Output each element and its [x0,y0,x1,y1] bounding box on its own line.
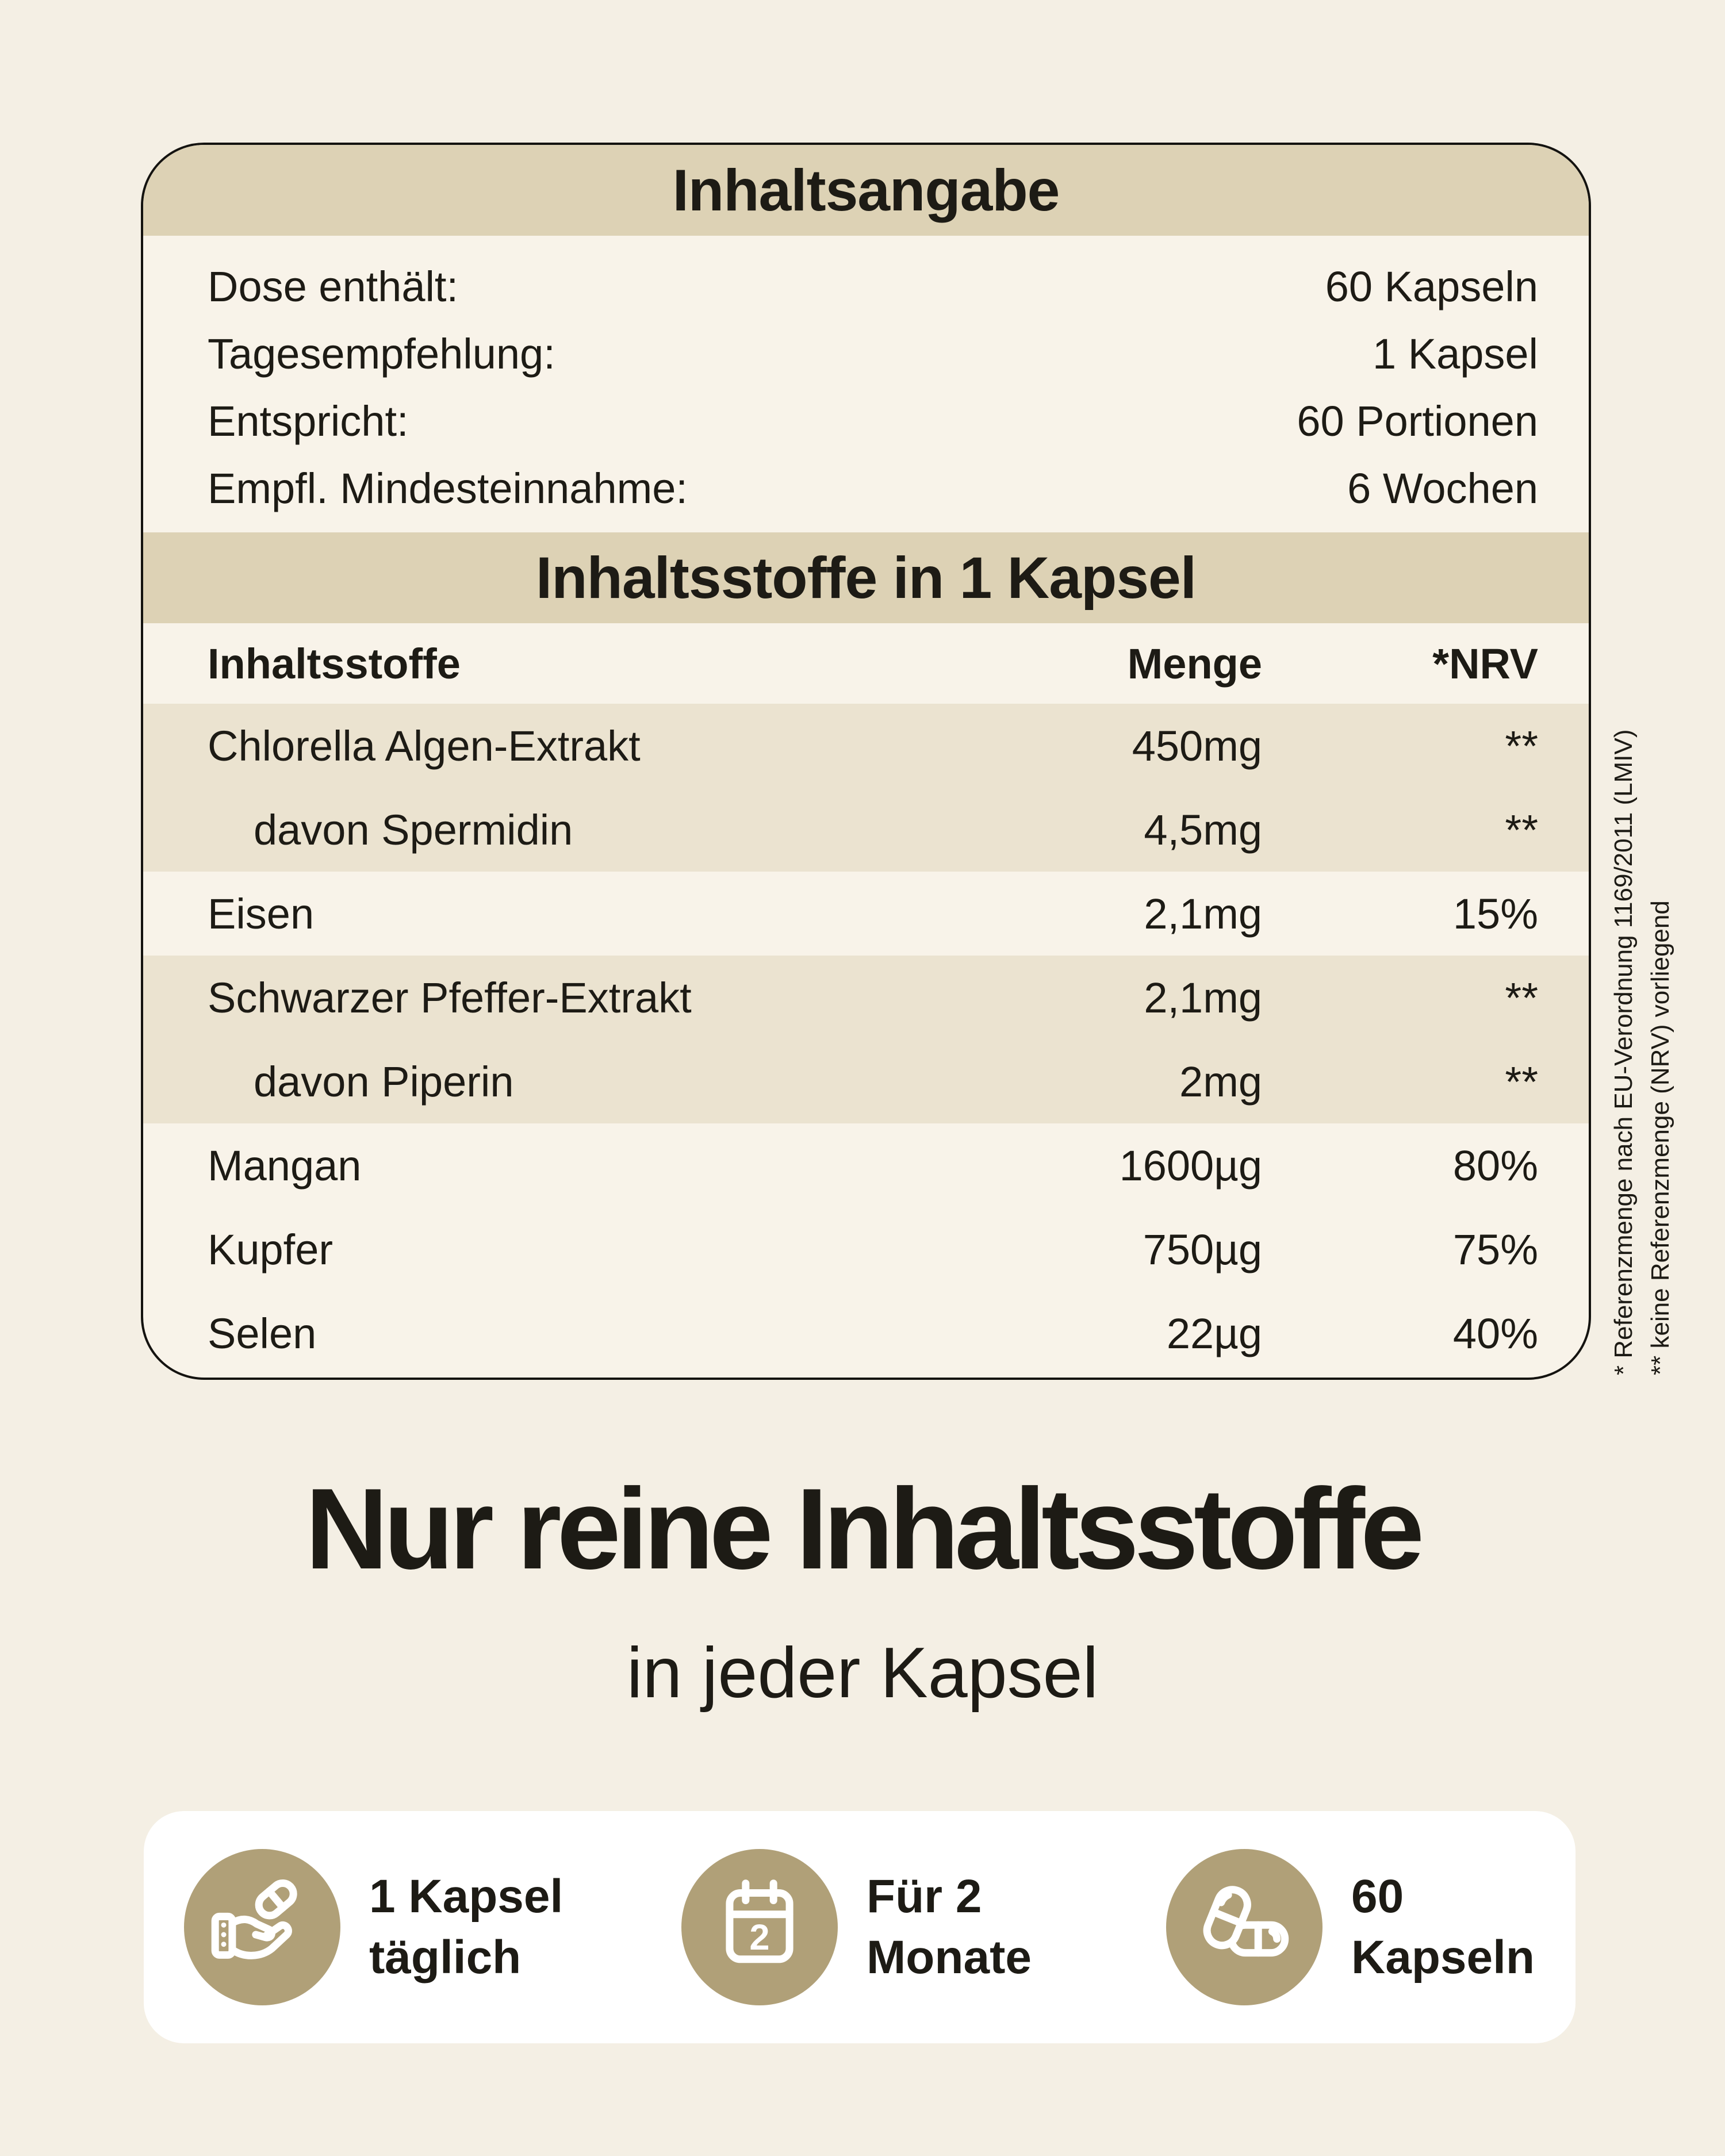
page-title: Nur reine Inhaltsstoffe [305,1465,1425,1593]
benefit-label-line2: Monate [867,1931,1032,1984]
nutrition-facts-card: Inhaltsangabe Dose enthält: 60 Kapseln T… [141,143,1591,1380]
table-row: Mangan 1600µg 80% [143,1123,1589,1207]
info-value: 6 Wochen [1347,465,1538,512]
benefit-circle [1166,1849,1322,2005]
info-label: Empfl. Mindesteinnahme: [208,465,688,512]
table-row: davon Spermidin 4,5mg ** [143,788,1589,872]
ingredient-nrv: ** [1505,722,1538,770]
ingredient-amount: 2mg [1179,1057,1262,1106]
ingredient-nrv: 15% [1452,889,1538,938]
card-title-band: Inhaltsangabe [143,145,1589,236]
hand-capsule-icon [211,1879,297,1959]
info-value: 60 Portionen [1297,397,1538,445]
ingredient-amount: 4,5mg [1144,805,1262,854]
ingredient-amount: 450mg [1132,722,1262,770]
benefit-label-line2: Kapseln [1351,1931,1535,1984]
benefits-card: 1 Kapsel täglich 2 Für 2 Monate [144,1811,1575,2043]
ingredient-nrv: 80% [1452,1141,1538,1190]
info-row: Tagesempfehlung: 1 Kapsel [208,320,1538,388]
benefit-label-line2: täglich [369,1931,522,1984]
table-row: Kupfer 750µg 75% [143,1207,1589,1291]
footnote-no-nrv: ** keine Referenzmenge (NRV) vorliegend [1646,900,1674,1375]
benefit-label: 60 Kapseln [1351,1866,1535,1988]
ingredient-nrv: ** [1505,1057,1538,1106]
ingredient-amount: 2,1mg [1144,973,1262,1022]
calendar-number: 2 [749,1917,769,1958]
ingredients-title-band: Inhaltsstoffe in 1 Kapsel [143,532,1589,623]
capsules-icon [1203,1886,1289,1957]
benefit-label-line1: Für 2 [867,1870,982,1923]
table-row: Schwarzer Pfeffer-Extrakt 2,1mg ** [143,956,1589,1039]
ingredient-name: Schwarzer Pfeffer-Extrakt [208,973,692,1022]
ingredient-nrv: ** [1505,973,1538,1022]
benefit-label-line1: 1 Kapsel [369,1870,564,1923]
ingredient-nrv: ** [1505,805,1538,854]
table-row: davon Piperin 2mg ** [143,1039,1589,1123]
ingredient-amount: 2,1mg [1144,889,1262,938]
info-label: Entspricht: [208,397,409,445]
card-title: Inhaltsangabe [672,157,1060,223]
ingredient-name: Eisen [208,889,315,938]
ingredient-amount: 1600µg [1119,1141,1262,1190]
benefit-circle [184,1849,340,2005]
ingredient-amount: 750µg [1143,1225,1262,1273]
table-row: Selen 22µg 40% [143,1291,1589,1375]
page-subtitle: in jeder Kapsel [626,1633,1099,1713]
ingredient-amount: 22µg [1166,1309,1262,1357]
benefit-circle: 2 [681,1849,838,2005]
serving-info-section: Dose enthält: 60 Kapseln Tagesempfehlung… [143,236,1589,532]
column-header-amount: Menge [1127,639,1262,688]
info-label: Tagesempfehlung: [208,330,555,378]
nrv-footnotes: * Referenzmenge nach EU-Verordnung 1169/… [1605,730,1679,1375]
info-row: Entspricht: 60 Portionen [208,388,1538,455]
info-label: Dose enthält: [208,263,459,310]
info-row: Dose enthält: 60 Kapseln [208,253,1538,320]
table-row: Eisen 2,1mg 15% [143,872,1589,956]
calendar-icon: 2 [726,1879,793,1963]
ingredient-name: davon Spermidin [254,805,573,854]
ingredient-name: davon Piperin [254,1057,514,1106]
benefit-label: Für 2 Monate [867,1866,1032,1988]
benefit-label: 1 Kapsel täglich [369,1866,563,1988]
footnote-reference: * Referenzmenge nach EU-Verordnung 1169/… [1609,729,1638,1375]
ingredient-name: Chlorella Algen-Extrakt [208,722,641,770]
ingredient-nrv: 75% [1452,1225,1538,1273]
info-value: 60 Kapseln [1325,263,1538,310]
column-header-name: Inhaltsstoffe [208,639,461,688]
table-row: Chlorella Algen-Extrakt 450mg ** [143,704,1589,788]
ingredient-name: Selen [208,1309,317,1357]
column-header-nrv: *NRV [1432,639,1538,688]
benefit-label-line1: 60 [1351,1870,1404,1923]
info-value: 1 Kapsel [1373,330,1538,378]
ingredients-section-title: Inhaltsstoffe in 1 Kapsel [535,544,1197,611]
benefit-capsule-count: 60 Kapseln [1166,1811,1535,2043]
ingredient-name: Kupfer [208,1225,334,1273]
ingredient-nrv: 40% [1452,1309,1538,1357]
benefit-duration: 2 Für 2 Monate [681,1811,1032,2043]
benefit-daily-dose: 1 Kapsel täglich [184,1811,563,2043]
info-row: Empfl. Mindesteinnahme: 6 Wochen [208,455,1538,522]
ingredients-table-header: Inhaltsstoffe Menge *NRV [143,623,1589,704]
ingredient-name: Mangan [208,1141,362,1190]
